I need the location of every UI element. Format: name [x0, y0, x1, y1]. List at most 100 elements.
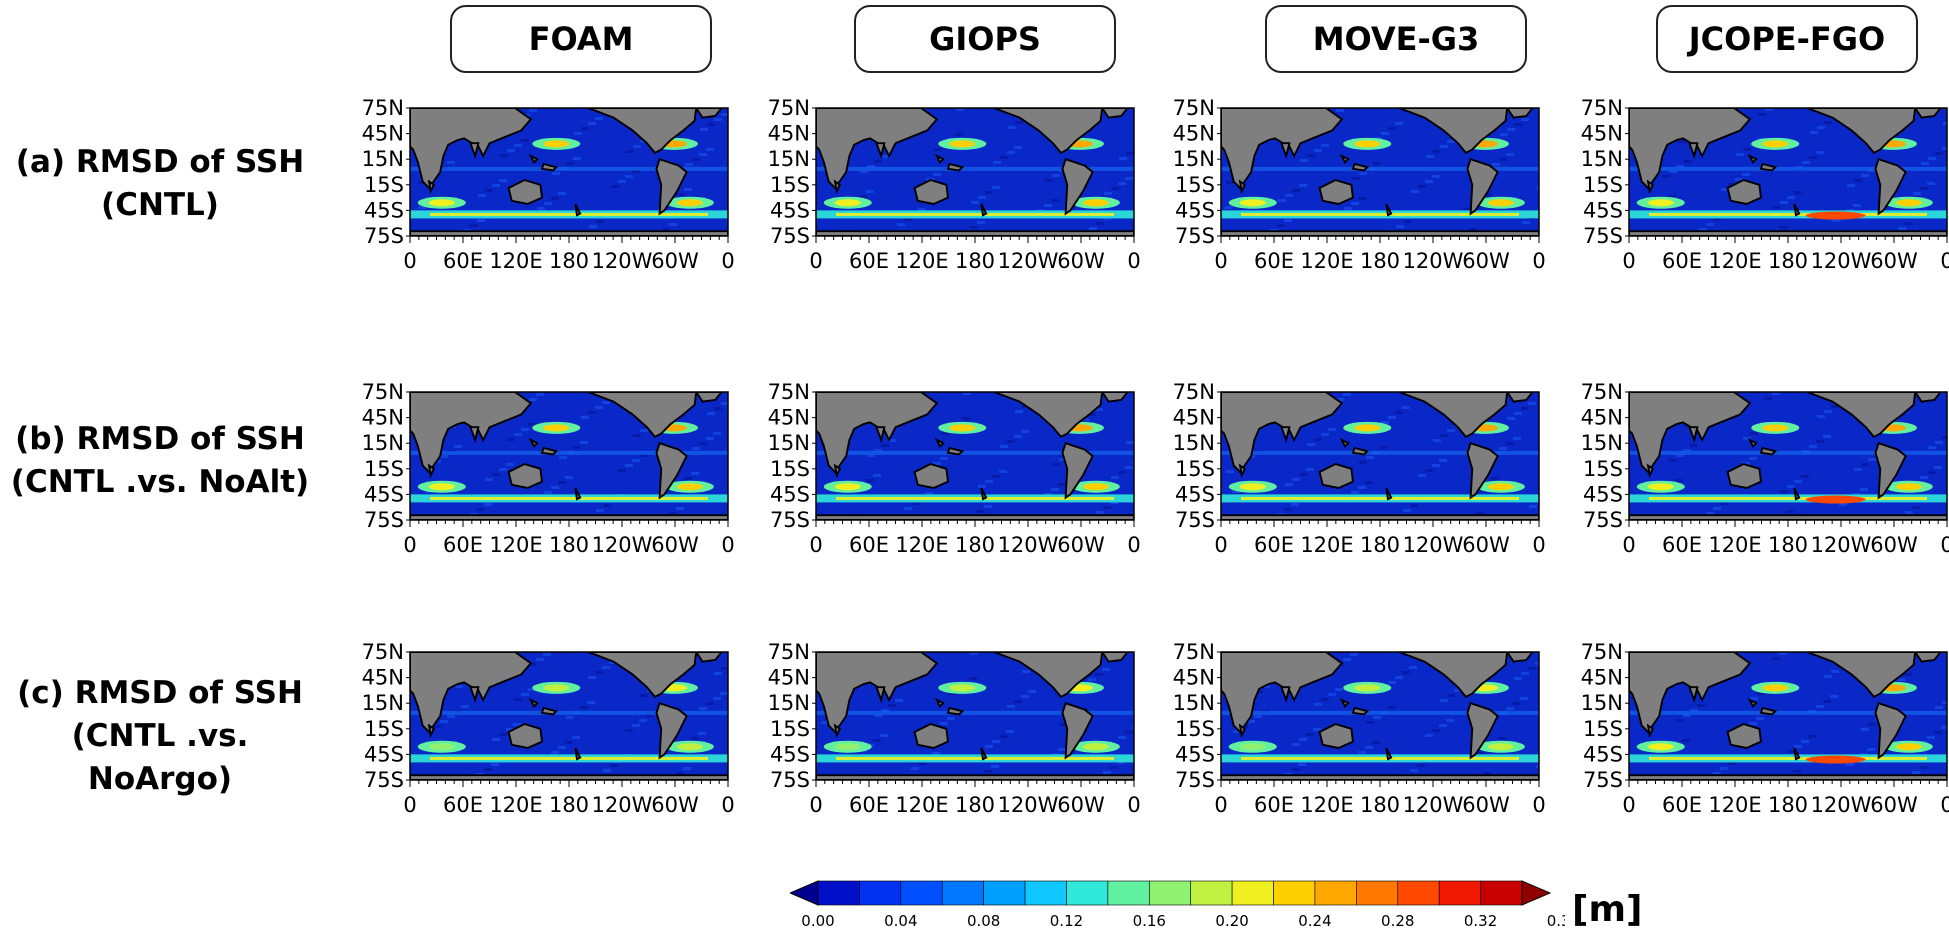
lat-tick-label: 45N: [768, 666, 810, 690]
lon-tick-label: 120W: [998, 249, 1059, 273]
colorbar-swatch: [1397, 880, 1440, 906]
lon-tick-label: 60W: [1870, 249, 1918, 273]
lon-tick-label: 120W: [592, 249, 653, 273]
lat-tick-label: 45N: [362, 406, 404, 430]
lon-tick-label: 60E: [849, 793, 889, 817]
lon-tick-label: 0: [1940, 793, 1949, 817]
land-mask: [816, 392, 1134, 520]
row-header-b: (b) RMSD of SSH (CNTL .vs. NoAlt): [0, 418, 320, 504]
lon-tick-label: 120E: [1708, 533, 1761, 557]
map-panel-b-move-g3: 75N 45N 15N 15S 45S 75S 0 60E 120E 180 120W 60W 0: [1151, 380, 1551, 557]
lon-tick-label: 180: [1360, 533, 1400, 557]
ssh-field: [410, 652, 728, 780]
lat-tick-label: 45N: [1173, 122, 1215, 146]
lon-tick-label: 0: [721, 793, 734, 817]
lon-tick-label: 120E: [895, 533, 948, 557]
colorbar-tick-label: 0.24: [1298, 912, 1331, 930]
lon-tick-label: 180: [955, 249, 995, 273]
lon-tick-label: 180: [549, 793, 589, 817]
lon-tick-label: 60W: [1057, 533, 1105, 557]
lon-tick-label: 0: [1214, 533, 1227, 557]
map-panel-a-giops: 75N 45N 15N 15S 45S 75S 0 60E 120E 180 120W 60W 0: [746, 96, 1146, 273]
lat-tick-label: 75S: [1583, 224, 1623, 248]
lat-tick-label: 75N: [1173, 640, 1215, 664]
lon-tick-label: 120E: [1300, 533, 1353, 557]
lon-tick-label: 0: [1532, 249, 1545, 273]
lon-tick-label: 0: [1214, 793, 1227, 817]
land-mask: [816, 108, 1134, 236]
land-mask: [410, 108, 728, 236]
lat-tick-label: 45N: [1173, 406, 1215, 430]
lat-tick-label: 45S: [1175, 742, 1215, 766]
lon-tick-label: 120E: [895, 249, 948, 273]
lon-tick-label: 120E: [489, 533, 542, 557]
row-header-a: (a) RMSD of SSH (CNTL): [0, 141, 320, 227]
lat-tick-label: 75S: [1175, 768, 1215, 792]
lat-tick-label: 45N: [1173, 666, 1215, 690]
colorbar-swatch: [1148, 880, 1192, 906]
colorbar-swatch: [1066, 880, 1109, 906]
lat-tick-label: 75N: [362, 96, 404, 120]
lon-tick-label: 60W: [1870, 533, 1918, 557]
lon-tick-label: 180: [955, 793, 995, 817]
lon-tick-label: 0: [809, 533, 822, 557]
colorbar-swatch: [900, 880, 943, 906]
lat-tick-label: 15S: [364, 173, 404, 197]
lat-tick-label: 15N: [768, 147, 810, 171]
lat-tick-label: 15N: [1173, 147, 1215, 171]
column-header-jcope-fgo: JCOPE-FGO: [1656, 5, 1918, 73]
lon-tick-label: 60E: [443, 533, 483, 557]
lon-tick-label: 60W: [651, 533, 699, 557]
row-header-b-line2: (CNTL .vs. NoAlt): [10, 464, 310, 500]
lat-tick-label: 15N: [1581, 431, 1623, 455]
lon-tick-label: 0: [721, 249, 734, 273]
colorbar-tick-label: 0.36: [1547, 912, 1565, 930]
lat-tick-label: 15N: [768, 431, 810, 455]
lon-tick-label: 60E: [443, 793, 483, 817]
colorbar-swatch: [817, 880, 860, 906]
lat-tick-label: 45N: [1581, 666, 1623, 690]
lon-tick-label: 0: [809, 249, 822, 273]
lat-tick-label: 45S: [770, 482, 810, 506]
lon-tick-label: 120W: [998, 533, 1059, 557]
map-panel-a-jcope-fgo: 75N 45N 15N 15S 45S 75S 0 60E 120E 180 120W 60W 0: [1559, 96, 1949, 273]
ssh-field: [816, 108, 1134, 236]
lat-tick-label: 15S: [1175, 457, 1215, 481]
lat-tick-label: 75S: [364, 508, 404, 532]
lat-tick-label: 15N: [768, 691, 810, 715]
colorbar-tick-label: 0.20: [1215, 912, 1248, 930]
lon-tick-label: 120W: [1403, 249, 1464, 273]
map-panel-c-jcope-fgo: 75N 45N 15N 15S 45S 75S 0 60E 120E 180 120W 60W 0: [1559, 640, 1949, 817]
colorbar-tick-label: 0.04: [884, 912, 917, 930]
lon-tick-label: 0: [1622, 249, 1635, 273]
lat-tick-label: 45N: [362, 122, 404, 146]
lat-tick-label: 15S: [1175, 173, 1215, 197]
colorbar-swatch: [1356, 880, 1399, 906]
lat-tick-label: 15S: [770, 457, 810, 481]
lon-tick-label: 0: [1127, 793, 1140, 817]
lat-tick-label: 75N: [1173, 380, 1215, 404]
lon-tick-label: 120W: [1403, 793, 1464, 817]
lat-tick-label: 45S: [364, 742, 404, 766]
lon-tick-label: 0: [721, 533, 734, 557]
lon-tick-label: 180: [1768, 533, 1808, 557]
lon-tick-label: 60W: [1462, 793, 1510, 817]
lat-tick-label: 45S: [1583, 482, 1623, 506]
lon-tick-label: 60E: [1254, 533, 1294, 557]
lat-tick-label: 75N: [1173, 96, 1215, 120]
colorbar-swatch: [1231, 880, 1274, 906]
lon-tick-label: 180: [1360, 249, 1400, 273]
lon-tick-label: 0: [403, 793, 416, 817]
land-mask: [410, 652, 728, 780]
colorbar-swatch: [1024, 880, 1067, 906]
colorbar-swatch: [1438, 880, 1481, 906]
lon-tick-label: 120W: [592, 793, 653, 817]
lat-tick-label: 45N: [768, 406, 810, 430]
row-header-b-line1: (b) RMSD of SSH: [15, 421, 305, 457]
colorbar-tick-label: 0.00: [801, 912, 834, 930]
lat-tick-label: 45N: [1581, 406, 1623, 430]
lat-tick-label: 75S: [364, 224, 404, 248]
map-panel-b-giops: 75N 45N 15N 15S 45S 75S 0 60E 120E 180 120W 60W 0: [746, 380, 1146, 557]
lat-tick-label: 75S: [770, 224, 810, 248]
ssh-field: [1221, 108, 1539, 236]
